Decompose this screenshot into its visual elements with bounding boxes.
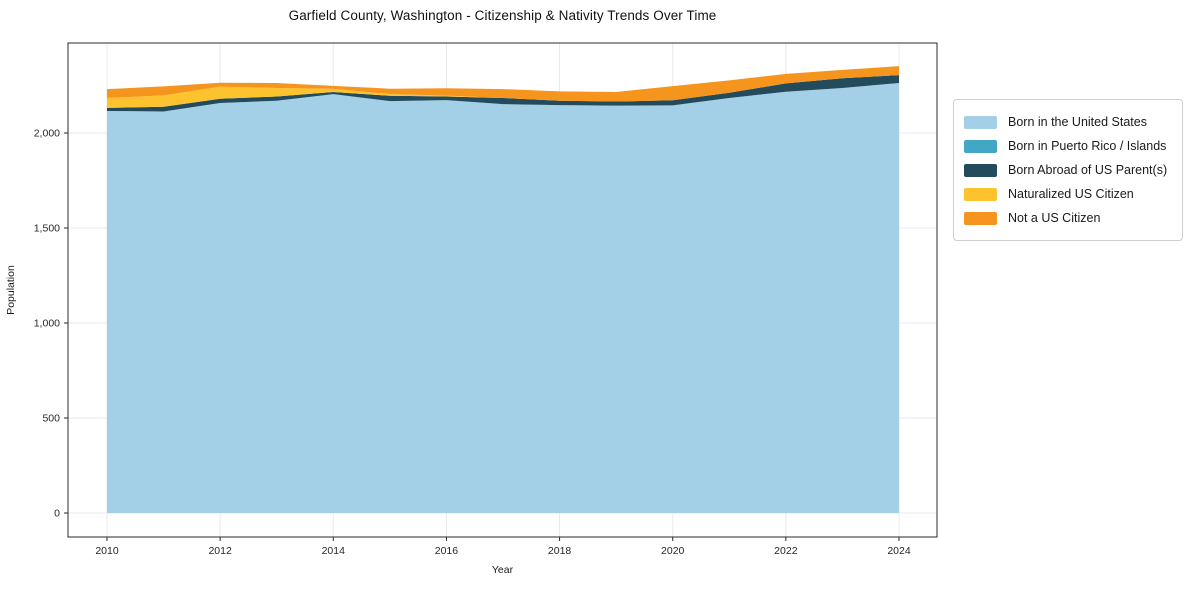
plot-border bbox=[67, 42, 938, 538]
x-tick-label: 2014 bbox=[322, 545, 346, 557]
legend-item: Born in the United States bbox=[964, 110, 1172, 134]
area-series-3 bbox=[107, 75, 899, 108]
area-series-2 bbox=[107, 75, 899, 112]
y-tick-label: 1,000 bbox=[34, 318, 60, 330]
x-axis-label: Year bbox=[492, 564, 514, 576]
legend-swatch-puerto-rico-icon bbox=[964, 139, 997, 153]
legend-item: Born in Puerto Rico / Islands bbox=[964, 134, 1172, 158]
y-tick-label: 0 bbox=[54, 508, 60, 520]
x-tick-label: 2012 bbox=[208, 545, 232, 557]
x-tick-label: 2016 bbox=[435, 545, 459, 557]
y-axis-label: Population bbox=[5, 265, 17, 315]
y-tick-label: 500 bbox=[42, 413, 60, 425]
legend: Born in the United States Born in Puerto… bbox=[953, 99, 1183, 241]
x-tick-label: 2020 bbox=[661, 545, 685, 557]
x-tick-label: 2018 bbox=[548, 545, 572, 557]
legend-label: Born in the United States bbox=[1008, 115, 1147, 129]
x-tick-label: 2010 bbox=[95, 545, 119, 557]
legend-label: Born Abroad of US Parent(s) bbox=[1008, 163, 1168, 177]
legend-item: Born Abroad of US Parent(s) bbox=[964, 158, 1172, 182]
legend-item: Not a US Citizen bbox=[964, 206, 1172, 230]
y-tick-label: 1,500 bbox=[34, 223, 60, 235]
legend-label: Born in Puerto Rico / Islands bbox=[1008, 139, 1167, 153]
y-tick-label: 2,000 bbox=[34, 128, 60, 140]
legend-swatch-born-abroad-icon bbox=[964, 163, 997, 177]
x-tick-label: 2024 bbox=[887, 545, 911, 557]
legend-item: Naturalized US Citizen bbox=[964, 182, 1172, 206]
legend-label: Naturalized US Citizen bbox=[1008, 187, 1134, 201]
legend-swatch-naturalized-icon bbox=[964, 187, 997, 201]
chart-title: Garfield County, Washington - Citizenshi… bbox=[288, 8, 717, 23]
legend-label: Not a US Citizen bbox=[1008, 211, 1101, 225]
area-series-4 bbox=[107, 66, 899, 102]
legend-swatch-not-citizen-icon bbox=[964, 211, 997, 225]
legend-swatch-born-us-icon bbox=[964, 115, 997, 129]
area-series-0 bbox=[107, 83, 899, 513]
x-tick-label: 2022 bbox=[774, 545, 798, 557]
